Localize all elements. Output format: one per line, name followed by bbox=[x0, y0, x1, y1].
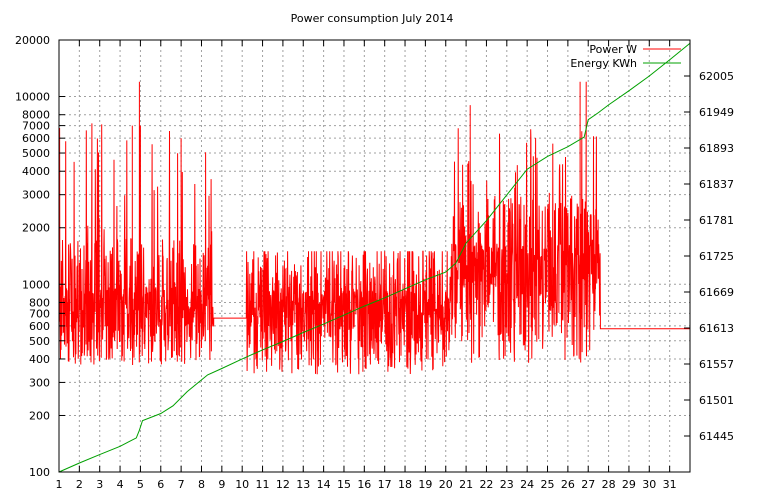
y-tick-label: 100 bbox=[29, 466, 50, 479]
x-tick-label: 23 bbox=[500, 478, 514, 491]
y-tick-label: 4000 bbox=[22, 165, 50, 178]
x-tick-label: 30 bbox=[642, 478, 656, 491]
x-tick-label: 9 bbox=[218, 478, 225, 491]
x-tick-label: 25 bbox=[541, 478, 555, 491]
y-tick-label: 500 bbox=[29, 335, 50, 348]
x-tick-label: 12 bbox=[276, 478, 290, 491]
y-tick-label: 800 bbox=[29, 296, 50, 309]
y2-tick-label: 61557 bbox=[699, 358, 734, 371]
x-tick-label: 28 bbox=[602, 478, 616, 491]
y-tick-label: 300 bbox=[29, 376, 50, 389]
y-tick-label: 400 bbox=[29, 353, 50, 366]
x-tick-label: 11 bbox=[256, 478, 270, 491]
series-energy-kwh bbox=[58, 42, 691, 473]
x-tick-label: 7 bbox=[178, 478, 185, 491]
x-tick-label: 5 bbox=[137, 478, 144, 491]
y2-tick-label: 61613 bbox=[699, 322, 734, 335]
y2-tick-label: 61837 bbox=[699, 178, 734, 191]
energy-kwh-line bbox=[58, 42, 691, 473]
y-tick-label: 700 bbox=[29, 307, 50, 320]
y-tick-label: 3000 bbox=[22, 189, 50, 202]
y2-tick-label: 61445 bbox=[699, 430, 734, 443]
x-tick-label: 15 bbox=[337, 478, 351, 491]
legend-label-power: Power W bbox=[589, 43, 637, 56]
x-tick-label: 29 bbox=[622, 478, 636, 491]
x-tick-label: 2 bbox=[76, 478, 83, 491]
x-tick-label: 19 bbox=[418, 478, 432, 491]
y2-tick-label: 61893 bbox=[699, 142, 734, 155]
x-tick-label: 21 bbox=[459, 478, 473, 491]
x-tick-label: 20 bbox=[439, 478, 453, 491]
y-tick-label: 200 bbox=[29, 409, 50, 422]
series-power-w bbox=[58, 81, 690, 375]
x-tick-label: 17 bbox=[378, 478, 392, 491]
x-tick-label: 4 bbox=[117, 478, 124, 491]
y-tick-label: 6000 bbox=[22, 132, 50, 145]
x-tick-label: 31 bbox=[663, 478, 677, 491]
x-tick-label: 14 bbox=[317, 478, 331, 491]
x-tick-label: 6 bbox=[157, 478, 164, 491]
y-tick-label: 2000 bbox=[22, 222, 50, 235]
x-tick-label: 18 bbox=[398, 478, 412, 491]
y-tick-label: 1000 bbox=[22, 278, 50, 291]
x-tick-label: 8 bbox=[198, 478, 205, 491]
x-tick-label: 1 bbox=[56, 478, 63, 491]
y-tick-label: 5000 bbox=[22, 147, 50, 160]
power-w-line bbox=[58, 81, 690, 375]
x-tick-label: 3 bbox=[96, 478, 103, 491]
y-tick-label: 8000 bbox=[22, 109, 50, 122]
x-tick-label: 24 bbox=[520, 478, 534, 491]
y2-tick-label: 62005 bbox=[699, 70, 734, 83]
y-tick-label: 7000 bbox=[22, 120, 50, 133]
x-tick-label: 27 bbox=[581, 478, 595, 491]
y2-tick-label: 61725 bbox=[699, 250, 734, 263]
x-tick-label: 16 bbox=[357, 478, 371, 491]
y-tick-label: 20000 bbox=[15, 34, 50, 47]
x-tick-label: 22 bbox=[479, 478, 493, 491]
y2-tick-label: 61501 bbox=[699, 394, 734, 407]
legend-label-energy: Energy KWh bbox=[570, 57, 637, 70]
axis-ticks: 1 2 3 4 5 6 7 8 9 10 11 12 13 14 15 16 17 18 19 20 21 22 23 24 2… bbox=[15, 34, 734, 491]
y2-tick-label: 61781 bbox=[699, 214, 734, 227]
x-tick-label: 13 bbox=[296, 478, 310, 491]
y-tick-label: 600 bbox=[29, 320, 50, 333]
x-tick-label: 10 bbox=[235, 478, 249, 491]
y2-tick-label: 61669 bbox=[699, 286, 734, 299]
legend: Power W Energy KWh bbox=[570, 43, 681, 70]
y-tick-label: 10000 bbox=[15, 91, 50, 104]
x-tick-label: 26 bbox=[561, 478, 575, 491]
y2-tick-label: 61949 bbox=[699, 106, 734, 119]
chart-title: Power consumption July 2014 bbox=[291, 12, 454, 25]
